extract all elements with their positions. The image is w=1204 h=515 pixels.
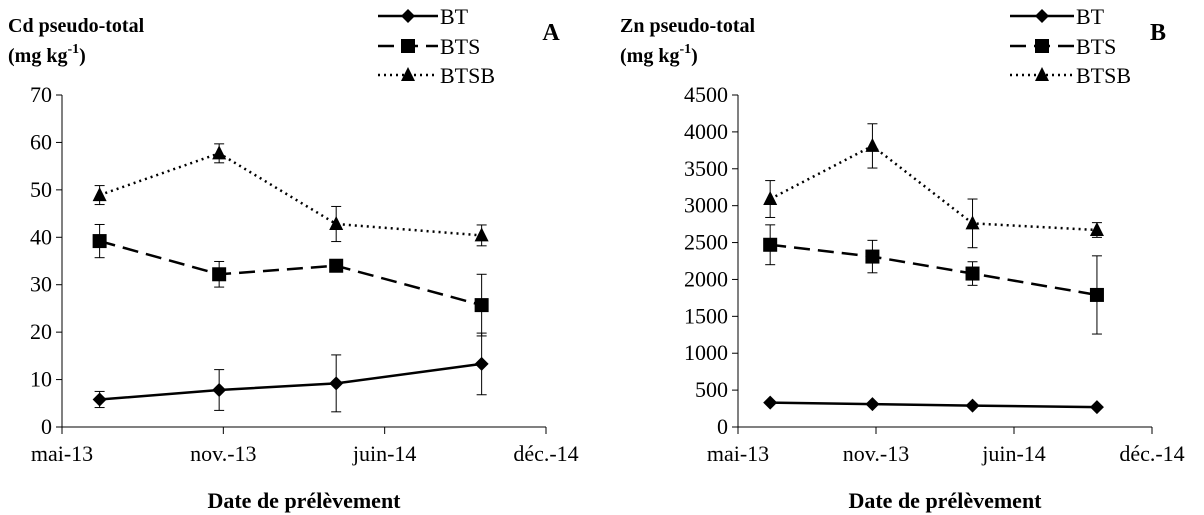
- y-tick-label: 50: [30, 177, 52, 202]
- series-BTSB: [92, 143, 489, 247]
- series-BTSB: [763, 123, 1104, 249]
- y-tick-label: 2000: [684, 266, 728, 291]
- x-tick-label: juin-14: [981, 441, 1046, 466]
- x-tick-label: nov.-13: [190, 441, 256, 466]
- series-line: [770, 401, 1097, 409]
- y-tick-label: 60: [30, 129, 52, 154]
- legend-marker: [1035, 9, 1049, 23]
- data-point: [474, 298, 489, 313]
- y-tick-label: 4500: [684, 82, 728, 107]
- series-BT: [763, 395, 1104, 415]
- data-point: [865, 249, 880, 264]
- series-BT: [92, 332, 489, 413]
- y-tick-label: 2500: [684, 230, 728, 255]
- y-tick-label: 30: [30, 272, 52, 297]
- series-line: [99, 239, 482, 307]
- data-point: [474, 227, 489, 242]
- series-line: [99, 362, 482, 401]
- data-point: [965, 398, 980, 413]
- data-point: [212, 145, 227, 160]
- x-tick-label: nov.-13: [843, 441, 909, 466]
- data-point: [212, 383, 227, 398]
- legend-label: BT: [440, 4, 469, 29]
- x-tick-label: déc.-14: [1119, 441, 1184, 466]
- y-tick-label: 3500: [684, 156, 728, 181]
- data-point: [474, 356, 489, 371]
- data-point: [329, 216, 344, 231]
- legend-marker: [401, 67, 415, 81]
- legend-label: BTS: [1076, 34, 1116, 59]
- y-tick-label: 1500: [684, 303, 728, 328]
- y-axis-title: Cd pseudo-total: [8, 15, 145, 37]
- legend-marker: [1035, 39, 1049, 53]
- data-point: [1089, 222, 1104, 237]
- series-BTS: [92, 223, 489, 337]
- data-point: [329, 376, 344, 391]
- series-line: [769, 144, 1098, 232]
- data-point: [865, 397, 880, 412]
- legend-label: BTSB: [440, 63, 495, 88]
- y-tick-label: 40: [30, 224, 52, 249]
- y-tick-label: 70: [30, 82, 52, 107]
- y-tick-label: 4000: [684, 119, 728, 144]
- y-tick-label: 500: [695, 377, 728, 402]
- x-tick-label: juin-14: [352, 441, 417, 466]
- y-tick-label: 10: [30, 367, 52, 392]
- data-point: [763, 395, 778, 410]
- legend-marker: [1035, 67, 1049, 81]
- y-tick-label: 0: [41, 414, 52, 439]
- data-point: [965, 266, 980, 281]
- chart-A: 0 10 20 30 40 50 60 70 mai-13 nov.-13 juin-14 déc.-…: [8, 4, 579, 513]
- data-point: [92, 234, 107, 249]
- series-BTS: [763, 224, 1104, 335]
- y-tick-label: 1000: [684, 340, 728, 365]
- data-point: [763, 191, 778, 206]
- panel-label: B: [1150, 20, 1166, 46]
- legend-marker: [401, 9, 415, 23]
- data-point: [763, 237, 778, 252]
- y-axis-unit: (mg kg-1): [620, 42, 698, 67]
- panel-label: A: [542, 20, 560, 46]
- x-axis-title: Date de prélèvement: [207, 488, 401, 513]
- legend-label: BTSB: [1076, 63, 1131, 88]
- data-point: [965, 215, 980, 230]
- series-line: [770, 243, 1098, 297]
- x-tick-label: déc.-14: [513, 441, 578, 466]
- y-axis-title: Zn pseudo-total: [620, 15, 755, 37]
- x-axis-title: Date de prélèvement: [848, 488, 1042, 513]
- legend-label: BTS: [440, 34, 480, 59]
- legend-label: BT: [1076, 4, 1105, 29]
- x-tick-label: mai-13: [707, 441, 769, 466]
- data-point: [92, 187, 107, 202]
- data-point: [92, 392, 107, 407]
- y-tick-label: 20: [30, 319, 52, 344]
- data-point: [865, 137, 880, 152]
- chart-B: 0 500 1000 1500 2000 2500 3000 3500 4000 4500 mai-…: [620, 4, 1185, 513]
- data-point: [1089, 287, 1104, 302]
- data-point: [212, 267, 227, 282]
- series-line: [99, 151, 482, 237]
- legend-marker: [401, 39, 415, 53]
- y-axis-unit: (mg kg-1): [8, 42, 86, 67]
- y-tick-label: 3000: [684, 193, 728, 218]
- x-tick-label: mai-13: [31, 441, 93, 466]
- data-point: [1089, 400, 1104, 415]
- data-point: [329, 258, 344, 273]
- y-tick-label: 0: [717, 414, 728, 439]
